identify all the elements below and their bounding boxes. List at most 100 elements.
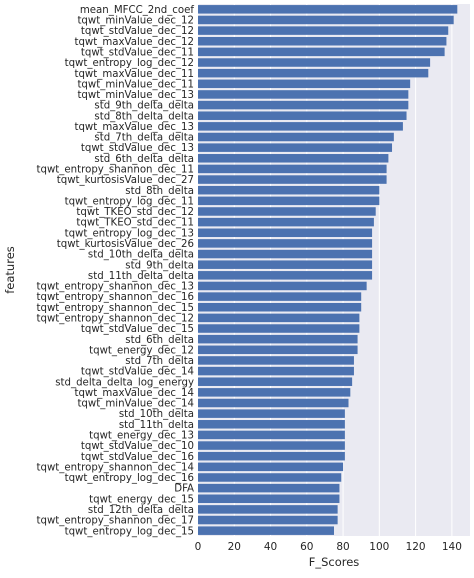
- x-tick-label: 120: [406, 541, 426, 553]
- category-label: tqwt_kurtosisValue_dec_27: [57, 175, 194, 186]
- x-tick-label: 140: [442, 541, 462, 553]
- x-tick-label: 80: [336, 541, 349, 553]
- bar: [198, 271, 373, 280]
- x-tick-label: 0: [195, 541, 202, 553]
- bar: [198, 334, 358, 344]
- category-label: std_6th_delta_delta: [94, 154, 194, 165]
- category-label: tqwt_energy_dec_15: [89, 494, 194, 505]
- category-label: tqwt_minValue_dec_14: [77, 399, 194, 410]
- bar: [198, 526, 334, 535]
- bar: [198, 196, 380, 206]
- bar: [198, 515, 338, 525]
- bar: [198, 132, 394, 142]
- bar: [198, 494, 340, 504]
- bar: [198, 122, 403, 131]
- category-label: tqwt_entropy_log_dec_15: [65, 526, 194, 537]
- bar: [198, 292, 362, 301]
- bar: [198, 239, 373, 248]
- category-label: tqwt_entropy_log_dec_12: [65, 58, 194, 69]
- category-label: tqwt_entropy_log_dec_13: [65, 228, 194, 239]
- bar: [198, 345, 358, 355]
- category-label: tqwt_stdValue_dec_13: [81, 143, 194, 154]
- category-label: tqwt_stdValue_dec_12: [81, 26, 194, 37]
- category-label: tqwt_stdValue_dec_10: [81, 441, 194, 452]
- category-label: tqwt_entropy_shannon_dec_15: [37, 303, 194, 314]
- bar: [198, 15, 454, 25]
- y-axis-title: features: [3, 246, 17, 294]
- bar: [198, 313, 360, 323]
- bar: [198, 260, 373, 269]
- category-label: tqwt_maxValue_dec_14: [74, 388, 194, 399]
- bar: [198, 302, 362, 312]
- category-label: std_delta_delta_log_energy: [55, 377, 194, 388]
- category-label: std_12th_delta_delta: [88, 505, 194, 516]
- bar: [198, 228, 373, 238]
- category-label: tqwt_maxValue_dec_12: [74, 37, 194, 48]
- bar: [198, 281, 367, 291]
- bar: [198, 79, 411, 89]
- bar: [198, 249, 373, 259]
- category-label: tqwt_entropy_log_dec_16: [65, 473, 194, 484]
- bar: [198, 483, 340, 493]
- bar: [198, 154, 389, 163]
- bar: [198, 356, 354, 365]
- category-label: tqwt_TKEO_std_dec_12: [76, 207, 194, 218]
- category-label: std_8th_delta: [125, 186, 194, 197]
- category-label: tqwt_entropy_shannon_dec_11: [37, 165, 194, 176]
- bar: [198, 377, 353, 386]
- bar: [198, 217, 374, 227]
- category-label: tqwt_entropy_log_dec_11: [65, 196, 194, 207]
- category-label: tqwt_stdValue_dec_11: [81, 47, 194, 58]
- bar: [198, 430, 345, 440]
- category-label: std_7th_delta: [125, 356, 194, 367]
- category-label: tqwt_entropy_shannon_dec_16: [37, 292, 194, 303]
- category-label: tqwt_minValue_dec_13: [77, 90, 194, 101]
- bar: [198, 366, 354, 376]
- x-tick-label: 100: [369, 541, 389, 553]
- category-label: mean_MFCC_2nd_coef: [80, 5, 195, 16]
- bar: [198, 207, 376, 216]
- category-label: tqwt_stdValue_dec_14: [81, 367, 194, 378]
- category-label: std_9th_delta: [125, 260, 194, 271]
- category-label: tqwt_energy_dec_12: [89, 345, 194, 356]
- x-tick-label: 20: [228, 541, 241, 553]
- category-label: std_6th_delta: [125, 335, 194, 346]
- category-label: tqwt_energy_dec_13: [89, 431, 194, 442]
- bar: [198, 100, 409, 110]
- category-label: std_10th_delta_delta: [88, 250, 194, 261]
- category-label: tqwt_entropy_shannon_dec_13: [37, 282, 194, 293]
- bar: [198, 26, 449, 35]
- bar: [198, 185, 380, 195]
- x-tick-label: 60: [300, 541, 313, 553]
- category-label: tqwt_minValue_dec_11: [77, 79, 194, 90]
- category-labels: mean_MFCC_2nd_coeftqwt_minValue_dec_12tq…: [37, 5, 195, 537]
- bar: [198, 175, 387, 184]
- bar: [198, 441, 345, 450]
- category-label: std_9th_delta_delta: [94, 101, 194, 112]
- bar: [198, 409, 345, 418]
- bar: [198, 164, 387, 174]
- bar: [198, 388, 351, 397]
- bar: [198, 462, 344, 472]
- category-label: std_7th_delta_delta: [94, 133, 194, 144]
- category-label: tqwt_entropy_shannon_dec_14: [37, 462, 194, 473]
- bar: [198, 420, 345, 429]
- bar: [198, 451, 345, 461]
- bar: [198, 505, 338, 514]
- category-label: DFA: [174, 484, 194, 495]
- category-label: tqwt_kurtosisValue_dec_26: [57, 239, 194, 250]
- category-label: tqwt_maxValue_dec_13: [74, 122, 194, 133]
- category-label: tqwt_maxValue_dec_11: [74, 69, 194, 80]
- category-label: tqwt_TKEO_std_dec_11: [76, 218, 194, 229]
- bar: [198, 47, 445, 57]
- bar: [198, 398, 349, 408]
- bar: [198, 68, 429, 78]
- category-label: std_11th_delta: [119, 420, 194, 431]
- category-label: std_8th_delta_delta: [94, 111, 194, 122]
- x-tick-labels: 0 20 40 60 80 100 120 140: [195, 541, 462, 553]
- category-label: tqwt_entropy_shannon_dec_12: [37, 313, 194, 324]
- category-label: std_11th_delta_delta: [88, 271, 194, 282]
- bar: [198, 473, 342, 482]
